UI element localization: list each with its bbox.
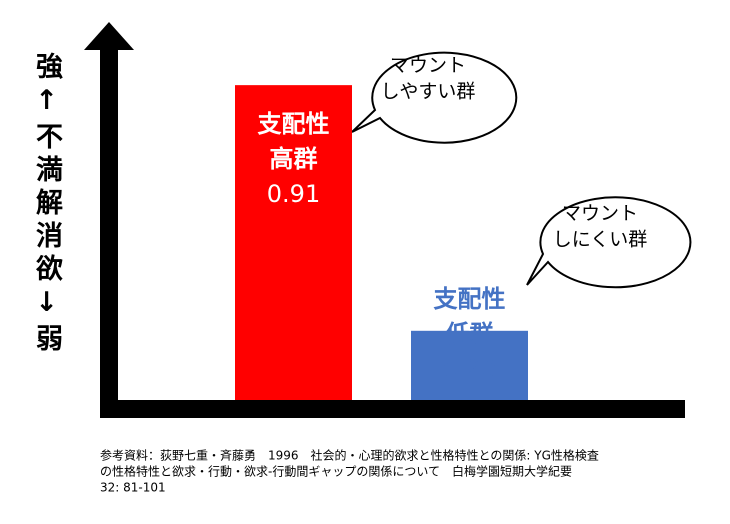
y-axis-arrow xyxy=(84,22,134,50)
bar-label: 低群 xyxy=(445,320,494,348)
y-axis xyxy=(100,50,118,418)
callout-text: しにくい群 xyxy=(553,229,648,251)
bar-label: 支配性 xyxy=(258,110,330,138)
callout-text: しやすい群 xyxy=(381,81,476,103)
callout-text: マウント xyxy=(562,203,638,225)
bar-label: 高群 xyxy=(270,145,318,173)
source-text: の性格特性と欲求・行動・欲求-行動間ギャップの関係について 白梅学園短期大学紀要 xyxy=(100,464,572,479)
source-text: 参考資料：荻野七重・斉藤勇 1996 社会的・心理的欲求と性格特性との関係: Y… xyxy=(100,448,599,463)
x-axis xyxy=(100,400,685,418)
bar xyxy=(235,85,352,400)
value-label: 0.20 xyxy=(443,355,496,383)
callout-text: マウント xyxy=(390,55,466,77)
y-axis-label: 強↑不満解消欲↓弱 xyxy=(31,52,62,357)
callout-bubble xyxy=(526,196,692,289)
bar-label: 支配性 xyxy=(434,285,506,313)
value-label: 0.91 xyxy=(267,180,320,208)
source-text: 32: 81-101 xyxy=(100,481,166,495)
callout-bubble xyxy=(351,51,518,144)
bar xyxy=(411,330,528,400)
